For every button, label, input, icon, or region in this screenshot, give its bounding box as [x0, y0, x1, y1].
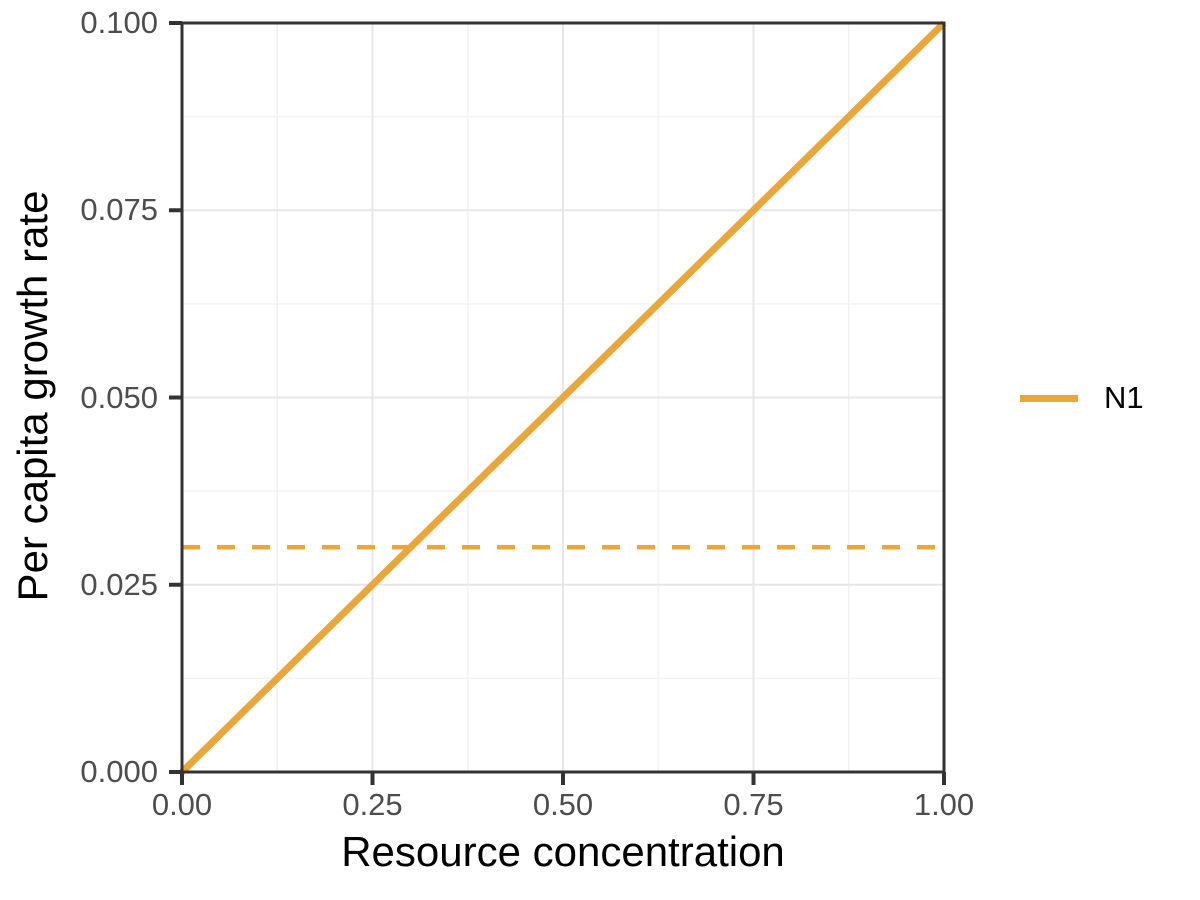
series-line-n1 [179, 20, 947, 775]
y-axis-title: Per capita growth rate [9, 190, 56, 602]
y-tick-label: 0.000 [80, 754, 158, 789]
y-tick-label: 0.050 [80, 379, 158, 415]
x-tick-label: 0.75 [723, 787, 784, 822]
y-tick-label: 0.025 [80, 566, 158, 602]
x-axis-title: Resource concentration [341, 828, 785, 875]
x-tick-label: 0.25 [342, 787, 403, 822]
legend-label-n1: N1 [1104, 380, 1144, 415]
y-tick-label: 0.100 [80, 5, 158, 40]
legend: N1 [1020, 381, 1144, 415]
x-tick-label: 0.00 [151, 787, 213, 822]
legend-line-swatch-n1 [1020, 394, 1078, 402]
x-tick-label: 0.50 [532, 787, 594, 822]
y-tick-label: 0.075 [80, 192, 158, 228]
x-tick-label: 1.00 [913, 787, 975, 822]
